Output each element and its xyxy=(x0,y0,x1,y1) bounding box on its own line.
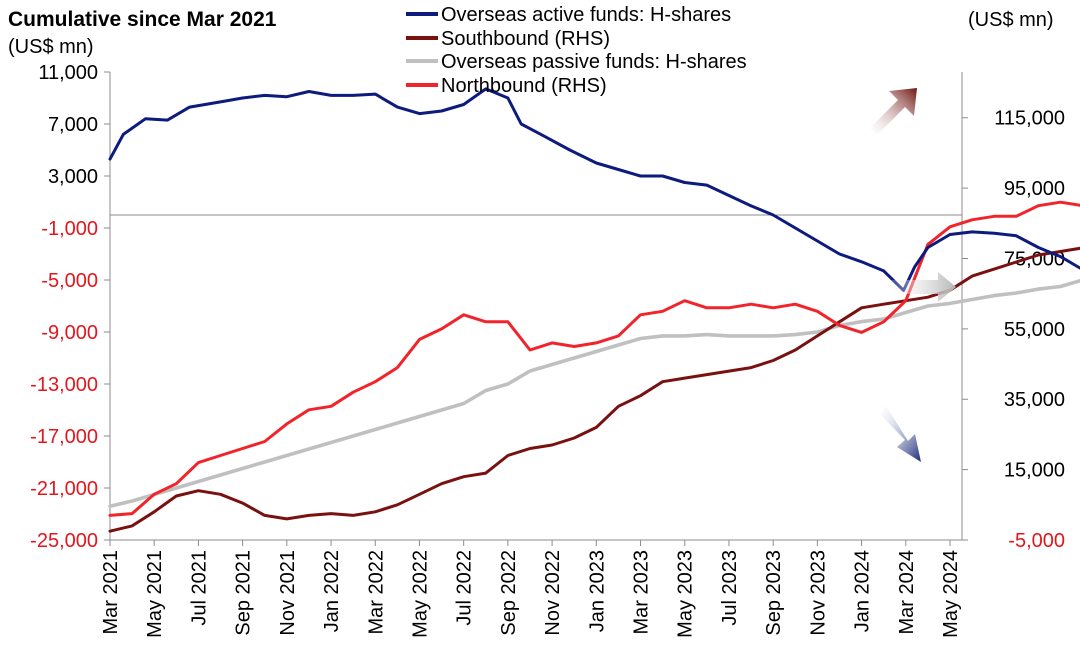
legend-label: Northbound (RHS) xyxy=(441,75,607,97)
x-tick-label: Jul 2023 xyxy=(719,550,741,626)
x-tick-label: Jan 2024 xyxy=(852,550,874,632)
legend: Overseas active funds: H-sharesSouthboun… xyxy=(406,4,747,97)
x-tick-label: Jul 2022 xyxy=(454,550,476,626)
x-tick-label: May 2023 xyxy=(675,550,697,638)
left-tick-label: -25,000 xyxy=(30,530,98,552)
x-tick-label: Nov 2021 xyxy=(277,550,299,636)
left-tick-label: -13,000 xyxy=(30,374,98,396)
x-tick-label: Jan 2022 xyxy=(321,550,343,632)
x-tick-label: May 2021 xyxy=(144,550,166,638)
right-tick-label: -5,000 xyxy=(1008,530,1065,552)
left-tick-label: 3,000 xyxy=(48,166,98,188)
legend-label: Southbound (RHS) xyxy=(441,28,610,50)
series-line-overseas-passive-funds-h-shares xyxy=(108,278,1080,508)
x-tick-label: Mar 2023 xyxy=(631,550,653,635)
left-tick-label: -5,000 xyxy=(41,270,98,292)
x-tick-label: Mar 2021 xyxy=(100,550,122,635)
x-tick-label: Nov 2022 xyxy=(542,550,564,636)
left-tick-label: -9,000 xyxy=(41,322,98,344)
x-tick-label: Mar 2024 xyxy=(896,550,918,635)
left-tick-label: -1,000 xyxy=(41,218,98,240)
legend-label: Overseas passive funds: H-shares xyxy=(441,51,747,73)
x-tick-label: Sep 2023 xyxy=(763,550,785,636)
x-tick-label: May 2024 xyxy=(940,550,962,638)
left-tick-label: -17,000 xyxy=(30,426,98,448)
series-line-southbound-rhs xyxy=(108,246,1080,533)
x-tick-label: Mar 2022 xyxy=(365,550,387,635)
x-tick-label: Sep 2022 xyxy=(498,550,520,636)
left-tick-label: -21,000 xyxy=(30,478,98,500)
right-tick-label: 115,000 xyxy=(994,108,1065,130)
passive-flat-arrow xyxy=(890,272,956,302)
active-down-arrow xyxy=(880,406,921,462)
left-tick-label: 7,000 xyxy=(48,114,98,136)
x-tick-label: Nov 2023 xyxy=(807,550,829,636)
southbound-up-arrow xyxy=(870,88,917,135)
x-tick-label: Jul 2021 xyxy=(188,550,210,626)
right-tick-label: 55,000 xyxy=(1004,319,1065,341)
x-tick-label: Sep 2021 xyxy=(233,550,255,636)
right-tick-label: 95,000 xyxy=(1004,178,1065,200)
series-line-northbound-rhs xyxy=(108,200,1080,517)
axes: 11,000 7,000 3,000 -1,000 -5,000 -9,000 -13,00… xyxy=(30,62,1065,638)
chart-title: Cumulative since Mar 2021 xyxy=(8,8,277,31)
trend-arrows xyxy=(870,88,956,462)
series-layer xyxy=(108,87,1080,533)
series-line-overseas-active-funds-h-shares xyxy=(108,87,1080,292)
right-tick-label: 15,000 xyxy=(1004,460,1065,482)
right-unit-label: (US$ mn) xyxy=(968,9,1054,31)
left-tick-label: 11,000 xyxy=(38,62,98,84)
legend-label: Overseas active funds: H-shares xyxy=(441,4,731,26)
x-tick-label: Jan 2023 xyxy=(586,550,608,632)
x-tick-label: May 2022 xyxy=(409,550,431,638)
left-unit-label: (US$ mn) xyxy=(8,36,94,58)
right-tick-label: 35,000 xyxy=(1004,389,1065,411)
